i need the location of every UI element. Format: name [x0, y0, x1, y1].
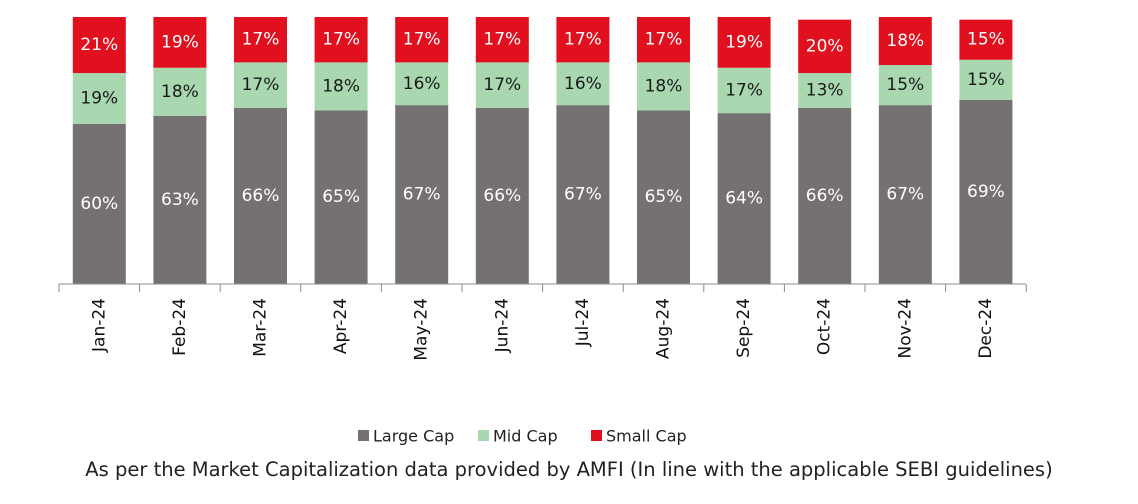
bar-mid-cap-feb-24 [153, 67, 207, 116]
bar-mid-cap-aug-24 [637, 62, 690, 111]
x-tick-label-oct-24: Oct-24 [815, 298, 835, 355]
bar-large-cap-may-24 [395, 105, 449, 284]
data-label-small-cap-mar-24: 17% [242, 30, 280, 50]
bar-small-cap-jun-24 [475, 17, 529, 63]
bar-large-cap-jun-24 [475, 107, 529, 284]
bar-small-cap-sep-24 [717, 17, 771, 68]
bar-mid-cap-dec-24 [959, 59, 1013, 100]
legend: Large Cap Mid Cap Small Cap [358, 427, 687, 446]
bar-large-cap-jan-24 [72, 123, 126, 284]
data-label-mid-cap-jan-24: 19% [80, 88, 118, 108]
data-label-mid-cap-jun-24: 17% [483, 75, 521, 95]
x-axis: Jan-24 Feb-24 Mar-24 Apr-24 May-24 Jun-24 Jul-… [58, 283, 1027, 361]
data-label-large-cap-jul-24: 67% [564, 185, 602, 205]
bar-large-cap-jul-24 [556, 105, 610, 284]
data-label-small-cap-jun-24: 17% [483, 30, 521, 50]
x-tick-label-aug-24: Aug-24 [654, 298, 674, 359]
data-label-small-cap-jul-24: 17% [564, 30, 602, 50]
data-label-mid-cap-jul-24: 16% [564, 74, 602, 94]
bar-small-cap-dec-24 [959, 19, 1013, 60]
bar-small-cap-mar-24 [234, 17, 287, 63]
data-label-mid-cap-may-24: 16% [403, 74, 441, 94]
bar-mid-cap-jul-24 [556, 62, 610, 106]
data-label-mid-cap-sep-24: 17% [725, 80, 763, 100]
bar-small-cap-aug-24 [637, 17, 690, 63]
data-label-small-cap-jan-24: 21% [80, 35, 118, 55]
bar-mid-cap-sep-24 [717, 67, 771, 114]
x-tick-label-nov-24: Nov-24 [895, 298, 915, 359]
bar-small-cap-jul-24 [556, 17, 610, 63]
x-tick-label-jan-24: Jan-24 [89, 298, 109, 353]
x-tick-label-mar-24: Mar-24 [251, 298, 271, 357]
bar-large-cap-oct-24 [798, 107, 852, 284]
data-label-small-cap-apr-24: 17% [322, 30, 360, 50]
legend-label-large-cap: Large Cap [373, 427, 454, 446]
bar-large-cap-nov-24 [878, 105, 932, 284]
data-label-large-cap-jan-24: 60% [80, 194, 118, 214]
data-label-large-cap-apr-24: 65% [322, 187, 360, 207]
legend-label-mid-cap: Mid Cap [493, 427, 558, 446]
data-label-small-cap-dec-24: 15% [967, 30, 1005, 50]
x-tick-label-apr-24: Apr-24 [331, 298, 351, 354]
data-label-large-cap-dec-24: 69% [967, 182, 1005, 202]
bar-small-cap-feb-24 [153, 17, 207, 68]
data-label-small-cap-may-24: 17% [403, 30, 441, 50]
data-label-large-cap-sep-24: 64% [725, 189, 763, 209]
bar-large-cap-sep-24 [717, 113, 771, 285]
bar-large-cap-apr-24 [314, 110, 368, 284]
bar-large-cap-feb-24 [153, 115, 207, 284]
bar-mid-cap-apr-24 [314, 62, 368, 111]
data-label-small-cap-aug-24: 17% [645, 30, 683, 50]
footnote: As per the Market Capitalization data pr… [85, 458, 1053, 481]
bar-mid-cap-may-24 [395, 62, 449, 106]
x-tick-label-may-24: May-24 [412, 298, 432, 361]
data-label-large-cap-jun-24: 66% [483, 186, 521, 206]
legend-swatch-large-cap [358, 430, 369, 441]
legend-label-small-cap: Small Cap [606, 427, 687, 446]
data-label-large-cap-may-24: 67% [403, 185, 441, 205]
bar-small-cap-oct-24 [798, 19, 852, 74]
x-tick-label-feb-24: Feb-24 [170, 298, 190, 356]
x-tick-label-jun-24: Jun-24 [492, 298, 512, 353]
bar-mid-cap-jun-24 [475, 62, 529, 108]
stacked-bar-chart: 60% 19% 21% 63% 18% 19% 66% 17% 17% 65% 18% 17% 67% 1… [58, 17, 1027, 446]
bar-small-cap-apr-24 [314, 17, 368, 63]
data-label-mid-cap-aug-24: 18% [645, 76, 683, 96]
data-label-small-cap-oct-24: 20% [806, 36, 844, 56]
data-label-mid-cap-dec-24: 15% [967, 70, 1005, 90]
bar-mid-cap-oct-24 [798, 73, 852, 108]
bar-mid-cap-mar-24 [234, 62, 287, 108]
data-label-large-cap-aug-24: 65% [645, 187, 683, 207]
bar-small-cap-jan-24 [72, 17, 126, 74]
bar-large-cap-aug-24 [637, 110, 690, 284]
bar-large-cap-mar-24 [234, 107, 287, 284]
bar-small-cap-nov-24 [878, 17, 932, 66]
legend-swatch-small-cap [591, 430, 602, 441]
bars-layer: 60% 19% 21% 63% 18% 19% 66% 17% 17% 65% 18% 17% 67% 1… [72, 17, 1013, 285]
bar-mid-cap-nov-24 [878, 65, 932, 106]
data-label-large-cap-mar-24: 66% [242, 186, 280, 206]
bar-small-cap-may-24 [395, 17, 449, 63]
data-label-large-cap-feb-24: 63% [161, 190, 199, 210]
x-tick-label-dec-24: Dec-24 [976, 298, 996, 359]
data-label-mid-cap-mar-24: 17% [242, 75, 280, 95]
bar-large-cap-dec-24 [959, 99, 1013, 285]
data-label-small-cap-nov-24: 18% [886, 31, 924, 51]
data-label-mid-cap-feb-24: 18% [161, 82, 199, 102]
data-label-mid-cap-nov-24: 15% [886, 75, 924, 95]
bar-mid-cap-jan-24 [72, 73, 126, 124]
x-tick-label-jul-24: Jul-24 [573, 298, 593, 347]
legend-swatch-mid-cap [478, 430, 489, 441]
data-label-small-cap-sep-24: 19% [725, 32, 763, 52]
data-label-large-cap-nov-24: 67% [886, 185, 924, 205]
x-tick-label-sep-24: Sep-24 [734, 298, 754, 358]
data-label-small-cap-feb-24: 19% [161, 32, 199, 52]
data-label-mid-cap-apr-24: 18% [322, 76, 360, 96]
data-label-large-cap-oct-24: 66% [806, 186, 844, 206]
data-label-mid-cap-oct-24: 13% [806, 80, 844, 100]
